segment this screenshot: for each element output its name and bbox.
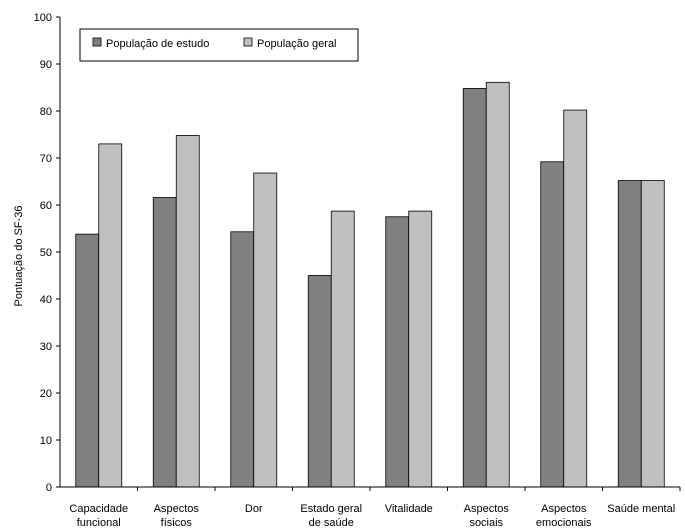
bar-study	[75, 233, 100, 488]
bar-general	[98, 143, 123, 488]
bar-general	[485, 81, 510, 488]
bar-study	[385, 216, 410, 488]
y-axis-label: Pontuação do SF-36	[13, 206, 25, 307]
bar-study	[230, 231, 255, 488]
x-category-label: funcional	[77, 517, 121, 529]
legend-label-general: População geral	[257, 38, 337, 50]
x-category-label: Aspectos	[154, 503, 200, 515]
bar-general	[563, 109, 588, 488]
x-category-label: sociais	[469, 517, 503, 529]
y-tick-label: 40	[40, 294, 52, 306]
y-axis-ticks: 0 10 20 30 40 50 60 70 80 90 100	[34, 12, 60, 494]
y-tick-label: 0	[46, 482, 52, 494]
x-axis-categories: Capacidade funcional Aspectos físicos Dor Est…	[69, 487, 681, 529]
bar-general	[408, 210, 433, 488]
bar-general	[330, 210, 355, 488]
y-tick-label: 80	[40, 106, 52, 118]
legend: População de estudo População geral	[79, 28, 359, 62]
x-category-label: Dor	[245, 503, 263, 515]
y-tick-label: 10	[40, 435, 52, 447]
bar-study	[540, 161, 565, 488]
y-tick-label: 70	[40, 153, 52, 165]
x-category-label: de saúde	[309, 517, 354, 529]
legend-box	[79, 28, 359, 62]
bar-general	[640, 180, 665, 488]
x-category-label: emocionais	[536, 517, 592, 529]
legend-swatch-general	[243, 37, 253, 47]
legend-swatch-study	[92, 37, 102, 47]
x-category-label: Aspectos	[464, 503, 510, 515]
bar-study	[152, 197, 177, 488]
x-category-label: Saúde mental	[607, 503, 675, 515]
x-category-label: Vitalidade	[385, 503, 433, 515]
y-tick-label: 30	[40, 341, 52, 353]
x-category-label: físicos	[161, 517, 193, 529]
bar-study	[307, 275, 332, 488]
y-tick-label: 50	[40, 247, 52, 259]
bars-group	[75, 81, 665, 488]
legend-label-study: População de estudo	[106, 38, 209, 50]
x-category-label: Capacidade	[69, 503, 128, 515]
bar-study	[617, 180, 642, 488]
x-category-label: Aspectos	[541, 503, 587, 515]
y-tick-label: 20	[40, 388, 52, 400]
x-category-label: Estado geral	[300, 503, 362, 515]
bar-study	[462, 88, 487, 488]
y-tick-label: 90	[40, 59, 52, 71]
bar-general	[175, 135, 200, 488]
y-tick-label: 60	[40, 200, 52, 212]
y-tick-label: 100	[34, 12, 52, 24]
bar-general	[253, 172, 278, 488]
